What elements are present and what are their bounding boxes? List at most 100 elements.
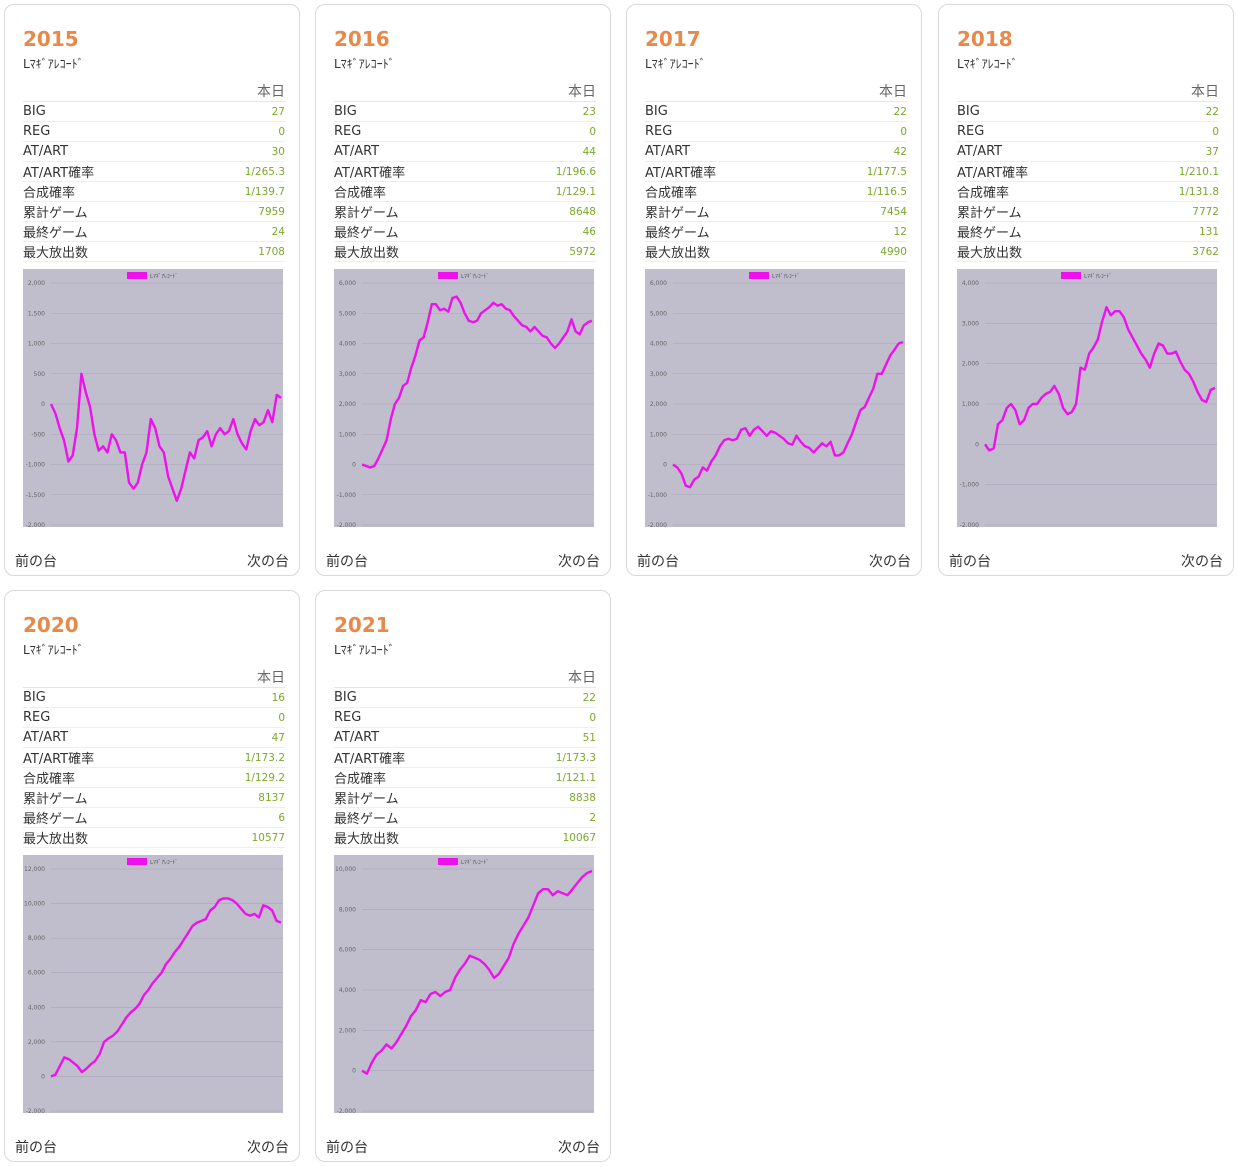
stat-row: 合成確率 1/129.2 [23, 768, 285, 788]
machine-number[interactable]: 2021 [334, 613, 390, 637]
chart-y-tick-label: -1,000 [337, 492, 357, 499]
stat-label: REG [957, 124, 985, 139]
stat-label: BIG [23, 104, 46, 119]
stat-row: AT/ART確率 1/210.1 [957, 162, 1219, 182]
machine-number[interactable]: 2016 [334, 27, 390, 51]
next-machine-link[interactable]: 次の台 [247, 554, 289, 570]
stat-row: REG 0 [334, 708, 596, 728]
stat-row: BIG 22 [645, 102, 907, 122]
stat-label: 合成確率 [334, 186, 387, 201]
machine-number[interactable]: 2017 [645, 27, 701, 51]
chart-y-tick-label: 4,000 [28, 1004, 45, 1011]
stat-value: 2 [589, 811, 596, 824]
stat-value: 24 [271, 225, 285, 238]
stat-value: 47 [271, 731, 285, 744]
chart-y-tick-label: 6,000 [339, 280, 356, 287]
next-machine-link[interactable]: 次の台 [558, 1140, 600, 1156]
stat-value: 4990 [880, 245, 907, 258]
stat-label: 累計ゲーム [334, 792, 399, 807]
chart-y-tick-label: -2,000 [337, 522, 357, 527]
stat-label: BIG [23, 690, 46, 705]
stat-value: 22 [582, 691, 596, 704]
stat-value: 30 [271, 145, 285, 158]
machine-number[interactable]: 2018 [957, 27, 1013, 51]
next-machine-link[interactable]: 次の台 [1181, 554, 1223, 570]
chart-y-tick-label: 5,000 [650, 310, 667, 317]
chart-legend-label: Lﾏｷﾞｱﾚｺｰﾄﾞ [772, 273, 800, 280]
stats-column-header: 本日 [645, 81, 907, 102]
chart-y-tick-label: 1,000 [650, 431, 667, 438]
chart-y-tick-label: 1,000 [339, 431, 356, 438]
chart-y-tick-label: 0 [975, 441, 979, 448]
stats-table: 本日 BIG 16 REG 0 AT/ART 47 AT/ART確率 1/173.2 合成確率 1… [23, 667, 285, 848]
prev-machine-link[interactable]: 前の台 [15, 554, 57, 570]
stat-label: 累計ゲーム [957, 206, 1022, 221]
stat-label: 最終ゲーム [957, 226, 1022, 241]
stat-label: AT/ART確率 [23, 752, 95, 767]
chart-series-line [361, 869, 593, 1075]
chart-plot-area [334, 269, 594, 527]
chart-y-tick-label: -1,000 [26, 462, 46, 469]
stat-value: 6 [278, 811, 285, 824]
prev-machine-link[interactable]: 前の台 [15, 1140, 57, 1156]
chart-y-tick-label: 2,000 [339, 1027, 356, 1034]
stat-label: AT/ART [23, 144, 69, 159]
machine-number[interactable]: 2020 [23, 613, 79, 637]
machine-card: 2017 Lﾏｷﾞｱﾚｺｰﾄﾞ 本日 BIG 22 REG 0 AT/ART 42 AT/A… [626, 4, 922, 576]
next-machine-link[interactable]: 次の台 [247, 1140, 289, 1156]
stat-value: 42 [893, 145, 907, 158]
stat-row: AT/ART 44 [334, 142, 596, 162]
stat-label: 合成確率 [23, 772, 76, 787]
chart-plot-area [334, 855, 594, 1113]
machine-card: 2016 Lﾏｷﾞｱﾚｺｰﾄﾞ 本日 BIG 23 REG 0 AT/ART 44 AT/A… [315, 4, 611, 576]
chart-y-tick-label: 8,000 [339, 906, 356, 913]
chart-y-tick-label: 6,000 [650, 280, 667, 287]
stat-value: 3762 [1192, 245, 1219, 258]
stat-value: 0 [1212, 125, 1219, 138]
chart-y-tick-label: -2,000 [26, 1108, 46, 1113]
stat-value: 10067 [562, 831, 596, 844]
chart-y-tick-label: -2,000 [26, 522, 46, 527]
stat-row: BIG 22 [957, 102, 1219, 122]
chart-series-line [672, 340, 904, 489]
stat-row: 最終ゲーム 131 [957, 222, 1219, 242]
machine-card: 2015 Lﾏｷﾞｱﾚｺｰﾄﾞ 本日 BIG 27 REG 0 AT/ART 30 AT/A… [4, 4, 300, 576]
stats-table: 本日 BIG 22 REG 0 AT/ART 51 AT/ART確率 1/173.3 合成確率 1… [334, 667, 596, 848]
chart-legend-label: Lﾏｷﾞｱﾚｺｰﾄﾞ [150, 859, 178, 866]
chart-legend-label: Lﾏｷﾞｱﾚｺｰﾄﾞ [461, 273, 489, 280]
prev-machine-link[interactable]: 前の台 [637, 554, 679, 570]
prev-machine-link[interactable]: 前の台 [326, 554, 368, 570]
stat-row: 累計ゲーム 8137 [23, 788, 285, 808]
stat-label: 累計ゲーム [334, 206, 399, 221]
stat-value: 8137 [258, 791, 285, 804]
next-machine-link[interactable]: 次の台 [558, 554, 600, 570]
stat-value: 46 [582, 225, 596, 238]
next-machine-link[interactable]: 次の台 [869, 554, 911, 570]
stat-row: AT/ART 42 [645, 142, 907, 162]
chart-y-tick-label: 1,500 [28, 310, 45, 317]
chart-y-tick-label: 0 [41, 1073, 45, 1080]
stat-label: 最終ゲーム [645, 226, 710, 241]
stat-label: 合成確率 [645, 186, 698, 201]
chart-plot-area [957, 269, 1217, 527]
stat-row: 最大放出数 10067 [334, 828, 596, 848]
stat-value: 1/129.1 [555, 185, 596, 198]
stat-value: 5972 [569, 245, 596, 258]
stat-label: 合成確率 [334, 772, 387, 787]
stat-value: 1/210.1 [1178, 165, 1219, 178]
stat-row: 累計ゲーム 8648 [334, 202, 596, 222]
stat-value: 0 [278, 125, 285, 138]
stat-value: 0 [589, 125, 596, 138]
prev-machine-link[interactable]: 前の台 [326, 1140, 368, 1156]
stat-value: 0 [278, 711, 285, 724]
stat-row: 最終ゲーム 2 [334, 808, 596, 828]
chart-y-tick-label: 1,000 [28, 341, 45, 348]
stat-label: 累計ゲーム [645, 206, 710, 221]
machine-number[interactable]: 2015 [23, 27, 79, 51]
stat-row: 最終ゲーム 24 [23, 222, 285, 242]
prev-machine-link[interactable]: 前の台 [949, 554, 991, 570]
stat-label: REG [334, 124, 362, 139]
machine-name: Lﾏｷﾞｱﾚｺｰﾄﾞ [645, 57, 706, 71]
stat-row: REG 0 [23, 708, 285, 728]
stat-row: 合成確率 1/139.7 [23, 182, 285, 202]
